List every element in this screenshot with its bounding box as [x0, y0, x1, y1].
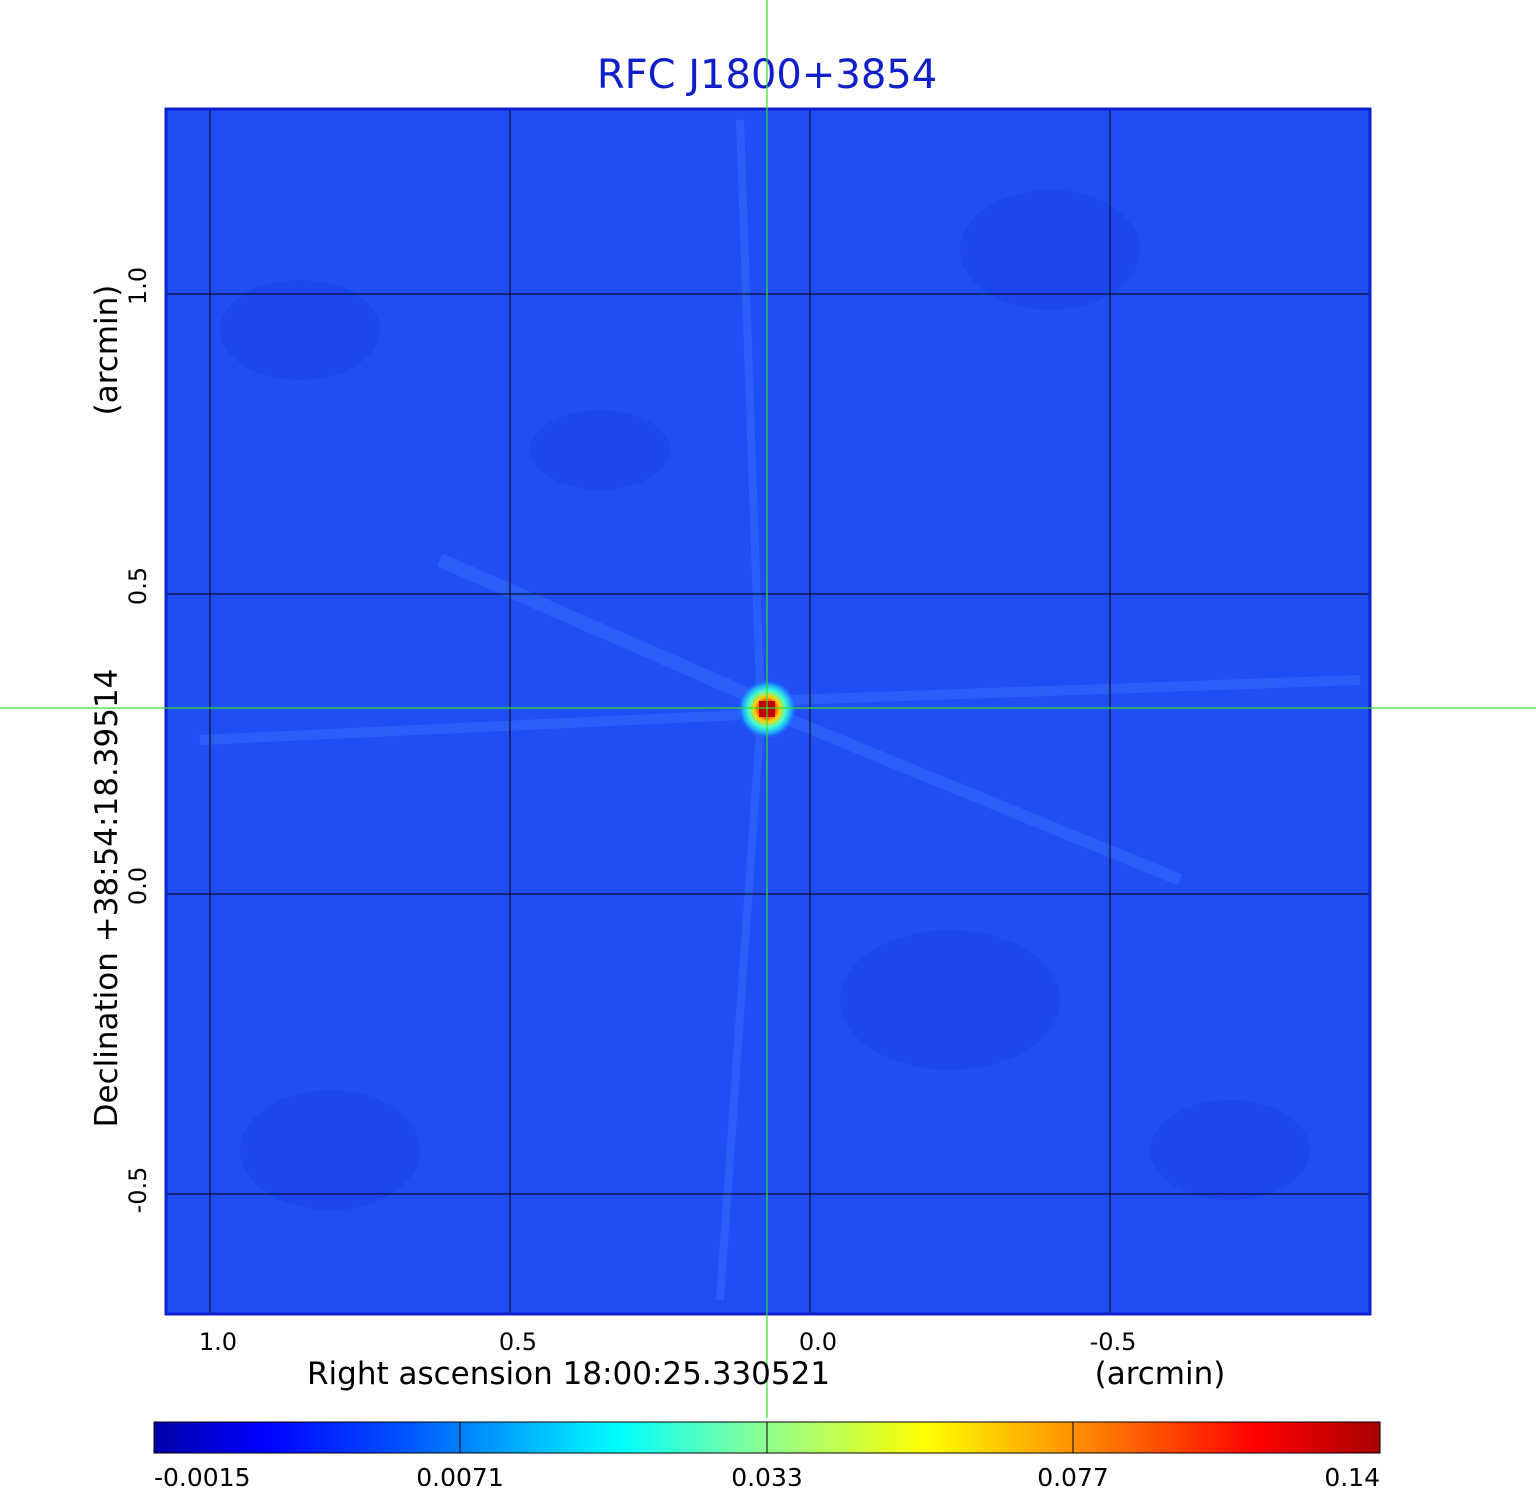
- colorbar-ticks: [459, 1422, 1074, 1453]
- colorbar: -0.0015 0.0071 0.033 0.077 0.14: [153, 1421, 1381, 1492]
- coordinate-grid: [166, 109, 1370, 1314]
- crosshair: [0, 0, 1536, 1418]
- colorbar-tick-label: 0.0071: [416, 1463, 503, 1492]
- colorbar-tick-label: 0.033: [731, 1463, 803, 1492]
- image-map: [166, 109, 1370, 1314]
- x-tick-label: -0.5: [1090, 1328, 1137, 1356]
- y-tick-label: 0.0: [124, 867, 152, 905]
- colorbar-tick-label: 0.077: [1037, 1463, 1109, 1492]
- sidelobe-streaks: [199, 119, 1361, 1301]
- colorbar-tick-label: 0.14: [1324, 1463, 1380, 1492]
- noise-blotches: [220, 190, 1310, 1210]
- x-tick-label: 0.5: [499, 1328, 537, 1356]
- map-frame: [164, 107, 1372, 1316]
- y-tick-labels: 1.0 0.5 0.0 -0.5: [124, 267, 152, 1214]
- x-tick-label: 1.0: [199, 1328, 237, 1356]
- y-axis-label: Declination +38:54:18.39514: [89, 669, 125, 1128]
- y-tick-label: 0.5: [124, 567, 152, 605]
- x-tick-labels: 1.0 0.5 0.0 -0.5: [199, 1328, 1137, 1356]
- y-tick-label: -0.5: [124, 1167, 152, 1214]
- colorbar-tick-label: -0.0015: [154, 1463, 251, 1492]
- x-axis-unit: (arcmin): [1095, 1356, 1226, 1392]
- x-tick-label: 0.0: [799, 1328, 837, 1356]
- y-axis-unit: (arcmin): [89, 285, 125, 416]
- y-tick-label: 1.0: [124, 267, 152, 305]
- x-axis-label: Right ascension 18:00:25.330521: [307, 1356, 830, 1392]
